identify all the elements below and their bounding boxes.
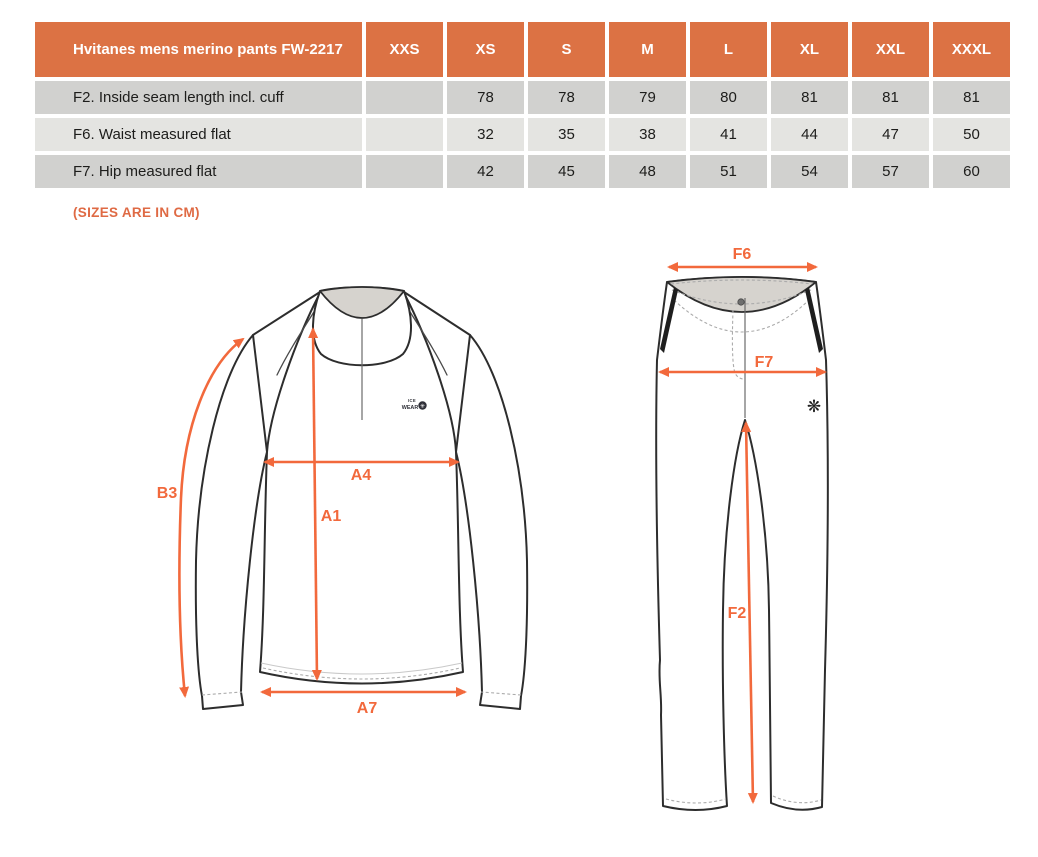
logo-snowflake-icon: ✳ (420, 403, 425, 410)
table-cell: 44 (771, 118, 848, 151)
table-cell: 80 (690, 81, 767, 114)
size-header-l: L (690, 22, 767, 77)
table-cell: 42 (447, 155, 524, 188)
logo-text-bottom: WEAR (402, 405, 419, 411)
yoke-stitch (673, 299, 810, 333)
size-header-xxl: XXL (852, 22, 929, 77)
shirt-left-shoulder-seam (252, 291, 321, 336)
label-f7: F7 (755, 354, 774, 371)
table-cell: 50 (933, 118, 1010, 151)
size-chart-table: Hvitanes mens merino pants FW-2217 XXS X… (35, 22, 1010, 188)
table-cell: 48 (609, 155, 686, 188)
table-cell: 45 (528, 155, 605, 188)
waist-top-stitch (670, 279, 813, 285)
label-a1: A1 (321, 508, 342, 525)
left-pocket-opening (660, 287, 678, 353)
size-header-xxs: XXS (366, 22, 443, 77)
shirt-measurement-arrows: B3 A4 A1 A7 (157, 327, 467, 717)
shirt-right-shoulder-seam (403, 291, 471, 336)
table-cell: 47 (852, 118, 929, 151)
shirt-measurement-diagram: ICE WEAR ✳ B3 A4 A1 A7 (157, 286, 529, 717)
units-note: (SIZES ARE IN CM) (73, 205, 200, 220)
table-cell (366, 118, 443, 151)
table-cell: 79 (609, 81, 686, 114)
label-b3: B3 (157, 485, 178, 502)
row-label-hip: F7. Hip measured flat (35, 155, 362, 188)
shirt-right-sleeve (455, 334, 529, 710)
label-f2: F2 (728, 605, 747, 622)
icewear-logo: ICE WEAR ✳ (402, 398, 427, 411)
table-cell (366, 155, 443, 188)
shirt-hem-line (260, 662, 463, 675)
shirt-left-sleeve (194, 334, 268, 710)
row-label-inseam: F2. Inside seam length incl. cuff (35, 81, 362, 114)
table-cell: 60 (933, 155, 1010, 188)
table-cell: 54 (771, 155, 848, 188)
label-f6: F6 (733, 246, 752, 263)
table-cell: 57 (852, 155, 929, 188)
arrow-f2 (741, 421, 758, 804)
logo-badge-circle (418, 401, 427, 410)
row-label-waist: F6. Waist measured flat (35, 118, 362, 151)
right-pocket-opening (805, 287, 823, 353)
label-a7: A7 (357, 700, 378, 717)
table-cell (366, 81, 443, 114)
product-title-cell: Hvitanes mens merino pants FW-2217 (35, 22, 362, 77)
waist-button (737, 298, 745, 306)
table-cell: 81 (852, 81, 929, 114)
table-cell: 41 (690, 118, 767, 151)
pants-measurement-diagram: ❋ F6 F7 F2 (655, 246, 829, 811)
pants-waist-opening (666, 276, 817, 313)
arrow-a1 (308, 327, 322, 681)
shirt-hem-stitch (262, 667, 461, 680)
pants-measurement-arrows: F6 F7 F2 (658, 246, 827, 804)
label-a4: A4 (351, 467, 372, 484)
right-hem-stitch (772, 795, 822, 804)
size-header-xxxl: XXXL (933, 22, 1010, 77)
table-cell: 81 (933, 81, 1010, 114)
table-cell: 78 (528, 81, 605, 114)
logo-text-top: ICE (408, 398, 416, 403)
table-cell: 81 (771, 81, 848, 114)
table-cell: 51 (690, 155, 767, 188)
size-header-xs: XS (447, 22, 524, 77)
size-header-s: S (528, 22, 605, 77)
table-cell: 78 (447, 81, 524, 114)
pants-drawing: ❋ (655, 276, 829, 811)
shirt-right-cuff-stitch (480, 691, 522, 696)
arrow-b3 (178, 337, 245, 698)
size-header-xl: XL (771, 22, 848, 77)
pants-body (655, 276, 829, 811)
table-cell: 35 (528, 118, 605, 151)
shirt-drawing: ICE WEAR ✳ (194, 286, 529, 710)
size-header-m: M (609, 22, 686, 77)
snowflake-logo-icon: ❋ (807, 397, 821, 416)
table-cell: 32 (447, 118, 524, 151)
table-cell: 38 (609, 118, 686, 151)
shirt-collar-opening (319, 286, 405, 319)
fly-stitch (731, 309, 745, 380)
left-hem-stitch (665, 798, 727, 804)
